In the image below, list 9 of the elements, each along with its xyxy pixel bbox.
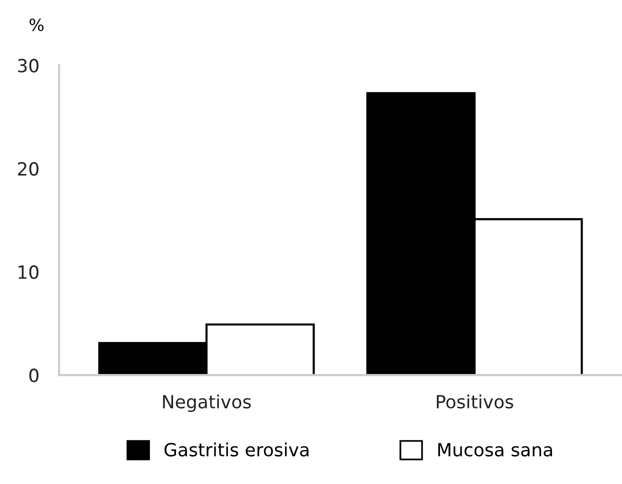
x-tick-label: Negativos [163, 394, 251, 412]
y-axis-title: % [30, 18, 44, 32]
y-tick-label: 20 [18, 162, 38, 176]
x-tick-label: Positivos [436, 394, 514, 409]
legend-label: Mucosa sana [438, 443, 552, 457]
legend-label: Gastritis erosiva [164, 442, 308, 457]
y-tick-label: 0 [29, 368, 38, 382]
y-tick-label: 30 [18, 58, 38, 72]
y-tick-label: 10 [18, 265, 38, 279]
